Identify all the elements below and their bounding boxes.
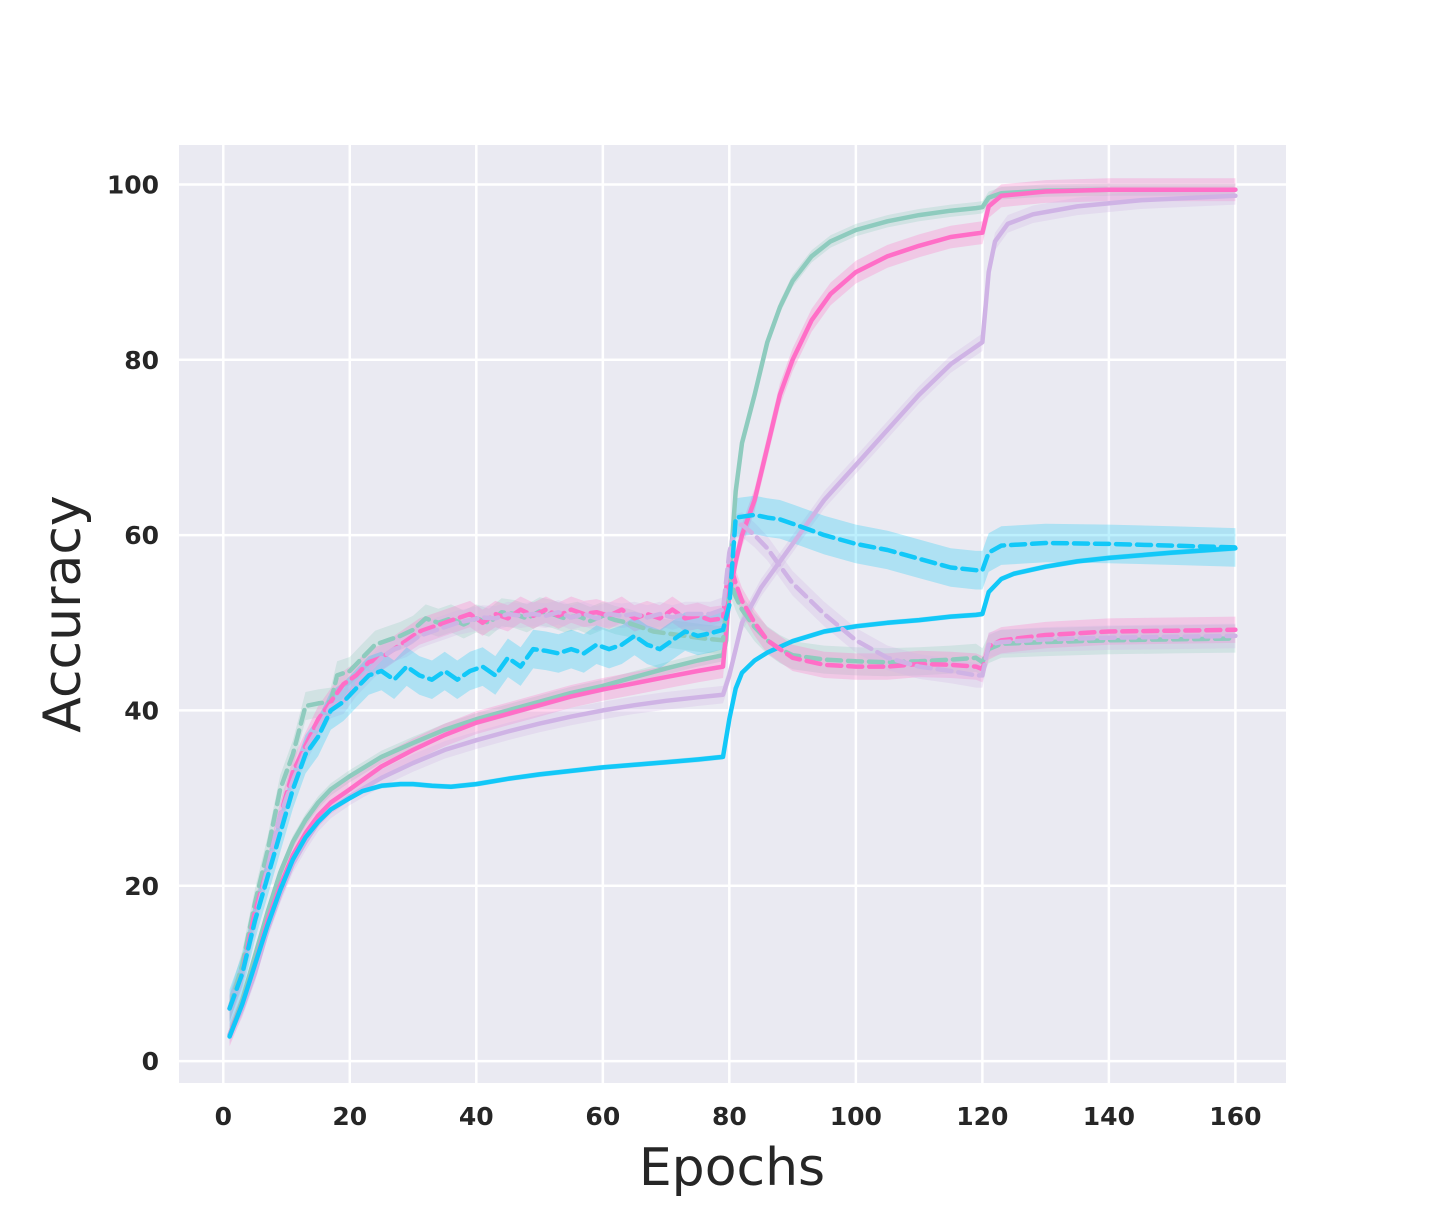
series-lines	[227, 187, 1238, 1039]
y-tick-label: 40	[124, 696, 159, 725]
x-tick-label: 20	[332, 1102, 367, 1131]
x-tick-label: 100	[830, 1102, 882, 1131]
series-band-8	[229, 495, 1236, 1028]
series-line-4	[227, 546, 1238, 1039]
plot-area-background	[179, 145, 1286, 1083]
series-line-8	[227, 512, 1238, 1011]
y-tick-labels: 0 20 40 60 80 100	[107, 170, 159, 1076]
series-line-2	[227, 187, 1238, 1038]
y-tick-label: 60	[124, 521, 159, 550]
x-tick-label: 0	[215, 1102, 232, 1131]
series-line-6	[227, 559, 1238, 1011]
x-tick-labels: 0 20 40 60 80 100 120 140 160	[215, 1102, 1262, 1131]
x-tick-label: 40	[459, 1102, 494, 1131]
series-line-7	[227, 522, 1238, 1011]
y-axis-title: Accuracy	[33, 495, 93, 732]
x-tick-label: 160	[1209, 1102, 1261, 1131]
x-tick-label: 80	[712, 1102, 747, 1131]
y-tick-label: 20	[124, 872, 159, 901]
y-tick-label: 0	[142, 1047, 159, 1076]
y-tick-label: 80	[124, 346, 159, 375]
x-axis-title: Epochs	[639, 1138, 825, 1198]
x-tick-label: 120	[956, 1102, 1008, 1131]
x-tick-label: 60	[585, 1102, 620, 1131]
y-tick-label: 100	[107, 170, 159, 199]
x-tick-label: 140	[1083, 1102, 1135, 1131]
